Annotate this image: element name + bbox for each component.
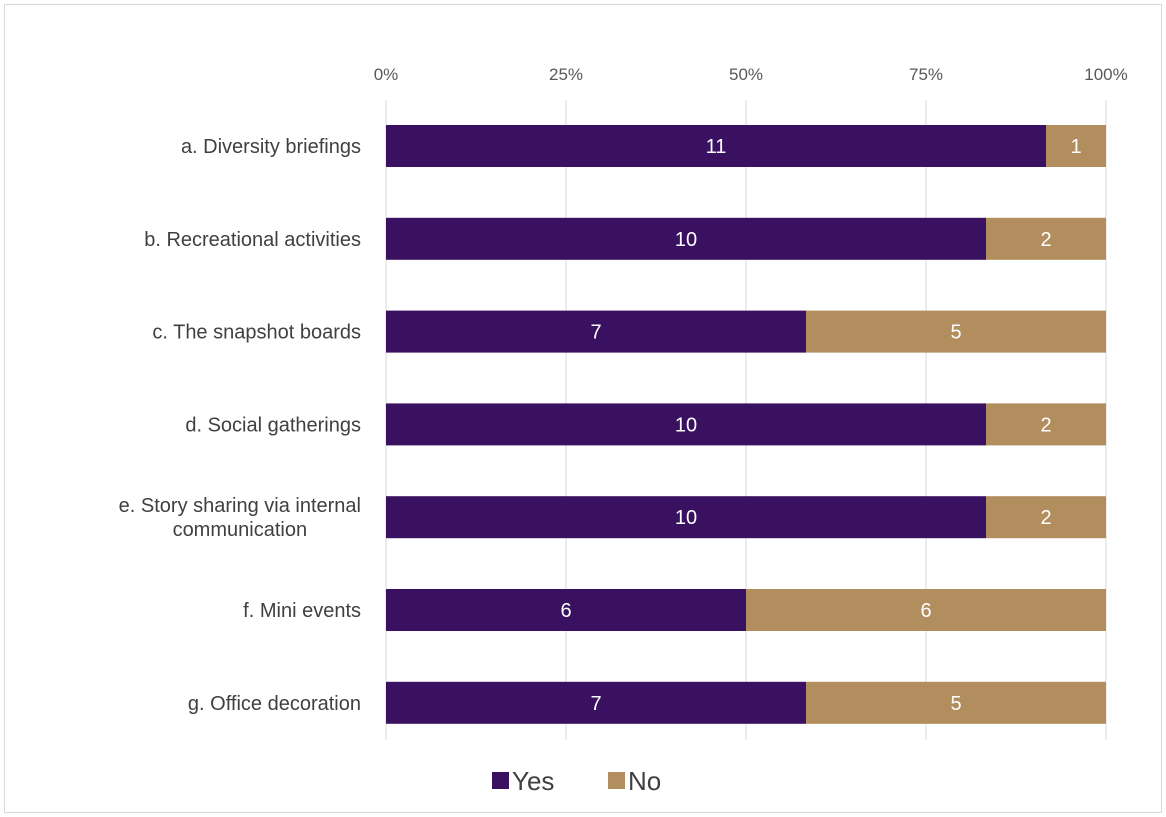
chart-frame [4,4,1162,813]
category-label: e. Story sharing via internal [119,495,361,517]
bar-segment-yes [386,403,986,446]
bar-value-label: 2 [1040,507,1051,529]
bar-value-label: 7 [590,322,601,344]
bar-value-label: 10 [675,229,697,251]
bar-value-label: 2 [1040,229,1051,251]
bar-value-label: 10 [675,507,697,529]
legend-label-yes: Yes [512,766,554,796]
bar-segment-no [746,589,1106,631]
bar-segment-yes [386,310,806,353]
bar-value-label: 5 [950,322,961,344]
category-label: g. Office decoration [188,693,361,715]
bar-value-label: 6 [560,600,571,622]
category-label: c. The snapshot boards [152,322,361,344]
x-tick-label: 50% [729,65,763,84]
x-tick-label: 0% [374,65,399,84]
bar-segment-yes [386,496,986,539]
category-label: d. Social gatherings [185,414,361,436]
bar-segment-yes [386,217,986,260]
bar-value-label: 10 [675,414,697,436]
legend-swatch-yes [492,772,509,789]
legend-label-no: No [628,766,661,796]
bar-segment-yes [386,589,746,631]
x-tick-label: 100% [1084,65,1127,84]
bar-segment-no [986,403,1106,446]
bar-segment-no [806,310,1106,353]
bar-value-label: 5 [950,693,961,715]
bar-segment-no [806,681,1106,724]
category-label: b. Recreational activities [144,229,361,251]
bar-segment-no [986,217,1106,260]
bar-value-label: 6 [920,600,931,622]
bar-value-label: 1 [1070,136,1081,158]
category-label: f. Mini events [243,600,361,622]
bar-segment-no [1046,125,1106,167]
x-tick-label: 75% [909,65,943,84]
x-tick-label: 25% [549,65,583,84]
bar-value-label: 2 [1040,414,1051,436]
bar-value-label: 7 [590,693,601,715]
category-label: a. Diversity briefings [181,136,361,158]
bar-segment-yes [386,125,1046,167]
legend-swatch-no [608,772,625,789]
bar-value-label: 11 [706,136,727,158]
bar-segment-yes [386,681,806,724]
category-label: communication [173,519,308,541]
bar-segment-no [986,496,1106,539]
